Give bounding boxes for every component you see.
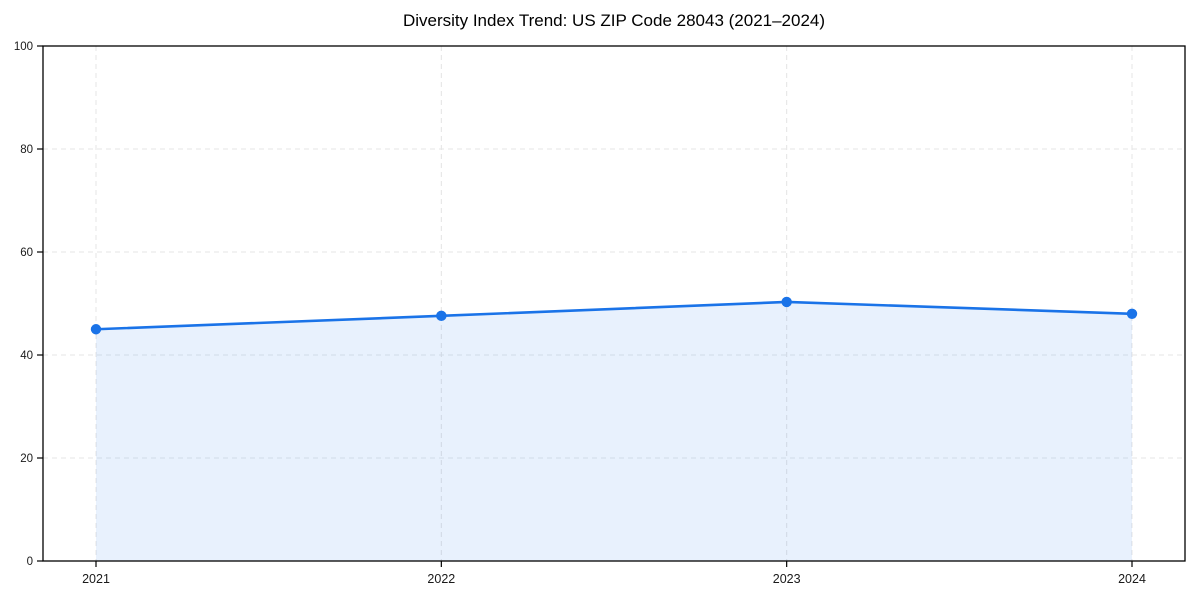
y-tick-label: 40 <box>20 350 33 362</box>
data-point <box>1126 308 1138 319</box>
data-point <box>781 296 792 308</box>
data-point <box>436 310 447 322</box>
x-tick-label: 2022 <box>427 572 455 586</box>
y-tick-label: 80 <box>20 144 33 156</box>
x-tick-label: 2021 <box>82 572 110 586</box>
series-line <box>94 300 1134 331</box>
x-tick-label: 2024 <box>1118 572 1146 586</box>
y-tick-label: 0 <box>27 556 33 568</box>
y-tick-label: 20 <box>20 453 33 465</box>
chart-title: Diversity Index Trend: US ZIP Code 28043… <box>402 11 826 30</box>
area-fill <box>96 301 1132 561</box>
y-tick-label: 60 <box>20 247 33 259</box>
data-point <box>90 324 102 335</box>
x-tick-label: 2023 <box>773 572 801 586</box>
plot-border <box>42 45 1186 562</box>
y-tick-label: 100 <box>14 41 33 53</box>
